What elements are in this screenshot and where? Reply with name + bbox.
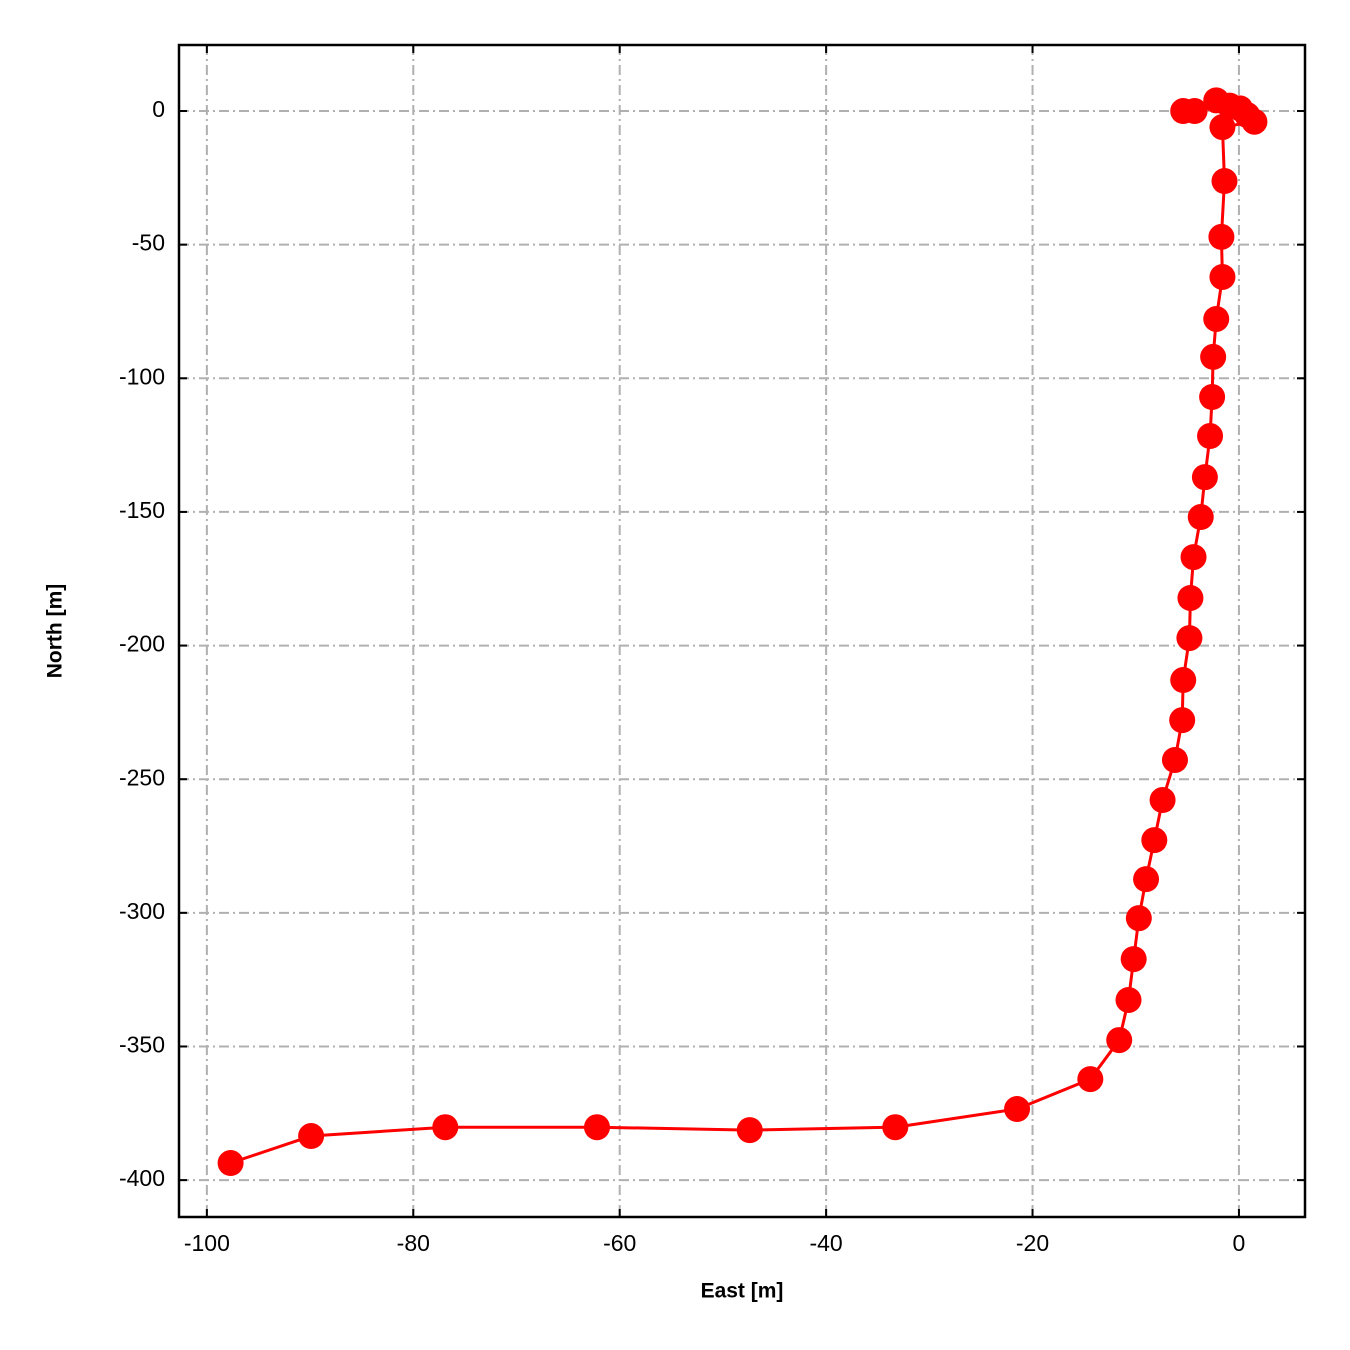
data-point <box>1133 866 1160 893</box>
data-point <box>1211 168 1238 195</box>
data-point <box>1177 584 1204 611</box>
data-point <box>1120 946 1147 973</box>
data-point <box>1004 1096 1031 1123</box>
data-point <box>583 1114 610 1141</box>
data-point <box>432 1114 459 1141</box>
data-point <box>1181 98 1208 125</box>
data-point <box>1106 1027 1133 1054</box>
y-tick-label: -200 <box>119 631 165 657</box>
y-tick-label: 0 <box>152 96 165 122</box>
y-axis-title: North [m] <box>44 584 67 678</box>
data-point <box>882 1114 909 1141</box>
data-point <box>1125 905 1152 932</box>
data-point <box>1208 223 1235 250</box>
data-point <box>1149 787 1176 814</box>
data-point <box>1203 305 1230 332</box>
data-point <box>1187 504 1214 531</box>
data-point <box>1115 986 1142 1013</box>
data-point <box>1197 423 1224 450</box>
data-point <box>1170 667 1197 694</box>
x-tick-label: -80 <box>397 1230 430 1256</box>
data-point <box>1161 746 1188 773</box>
y-tick-label: -150 <box>119 497 165 523</box>
x-axis-title: East [m] <box>701 1280 784 1303</box>
x-tick-label: -20 <box>1016 1230 1049 1256</box>
data-point <box>1141 827 1168 854</box>
y-tick-label: -300 <box>119 898 165 924</box>
data-point <box>1169 707 1196 734</box>
data-point <box>1176 625 1203 652</box>
data-point <box>736 1117 763 1144</box>
data-point <box>1180 544 1207 571</box>
y-tick-label: -100 <box>119 363 165 389</box>
x-tick-label: -60 <box>603 1230 636 1256</box>
plot-frame <box>177 43 1307 1219</box>
data-point <box>1191 464 1218 491</box>
x-tick-label: 0 <box>1233 1230 1246 1256</box>
data-point <box>1200 343 1227 370</box>
data-point <box>298 1123 325 1150</box>
x-tick-label: -100 <box>184 1230 230 1256</box>
data-point <box>1209 114 1236 141</box>
data-point <box>217 1150 244 1177</box>
data-point <box>1209 263 1236 290</box>
x-tick-label: -40 <box>809 1230 842 1256</box>
y-tick-label: -350 <box>119 1032 165 1058</box>
data-point <box>1077 1066 1104 1093</box>
y-tick-label: -250 <box>119 764 165 790</box>
data-point <box>1241 108 1268 135</box>
y-tick-label: -400 <box>119 1165 165 1191</box>
data-point <box>1199 384 1226 411</box>
y-tick-label: -50 <box>132 230 165 256</box>
